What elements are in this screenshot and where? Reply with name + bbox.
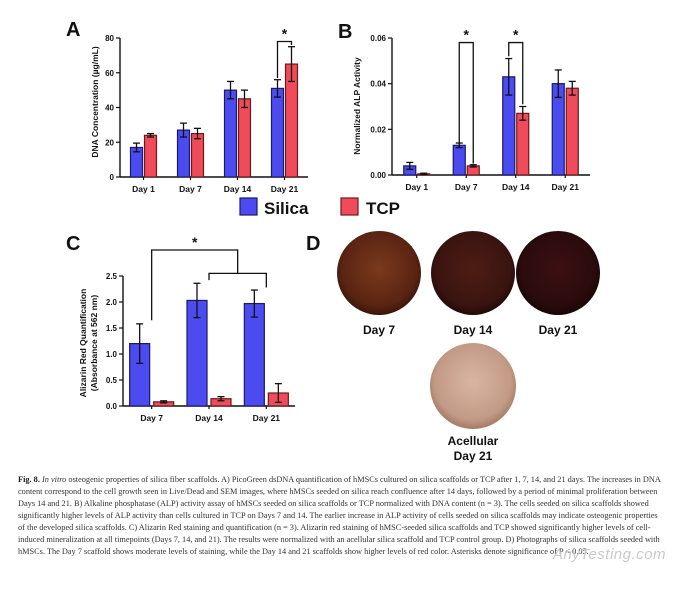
chart-a-bar-tcp (143, 134, 158, 178)
chart-b-bar-tcp (565, 87, 579, 176)
chart-b-xtick-label: Day 21 (552, 182, 580, 192)
caption-fig-label: Fig. 8. (18, 475, 40, 484)
chart-a-ytick-label: 0 (110, 173, 115, 182)
chart-b-significance-star: * (513, 27, 519, 43)
chart-b-significance-star: * (464, 27, 470, 43)
chart-a-xtick-label: Day 1 (132, 184, 155, 194)
panel-c-ylabel-line2: (Absorbance at 562 nm) (89, 295, 99, 392)
chart-b-ytick-label: 0.06 (370, 34, 386, 43)
chart-a-xtick-label: Day 21 (271, 184, 299, 194)
chart-c-ytick-label: 2.0 (106, 298, 118, 307)
chart-c: 0.0 0.5 1.0 1.5 2.0 2.5 Day 7 Day 14 Day 21 * (106, 234, 295, 423)
chart-b-significance-bracket (458, 41, 474, 164)
panel-a: A DNA Concentration (µg/mL) 0 20 40 60 80 Day… (66, 19, 308, 194)
chart-c-ytick-label: 2.5 (106, 272, 118, 281)
photo-label-acellular-line2: Day 21 (454, 449, 493, 463)
chart-c-significance-star: * (192, 234, 198, 250)
panel-a-ylabel: DNA Concentration (µg/mL) (90, 46, 100, 157)
figure-canvas: A DNA Concentration (µg/mL) 0 20 40 60 80 Day… (66, 19, 600, 463)
watermark-text: AnyTesting.com (552, 546, 666, 563)
chart-b-bar-silica (452, 144, 466, 176)
chart-c-ytick-label: 0.0 (106, 402, 118, 411)
chart-a-bar-tcp (190, 132, 205, 178)
chart-a-xtick-label: Day 7 (179, 184, 202, 194)
panel-b-letter: B (338, 21, 352, 43)
chart-c-ytick-label: 0.5 (106, 376, 118, 385)
chart-b-significance-bracket (508, 41, 524, 105)
legend-swatch-silica (239, 197, 258, 216)
panel-c: C Alizarin Red Quantification (Absorbanc… (66, 233, 295, 423)
chart-c-bar-silica (243, 302, 265, 407)
panel-a-letter: A (66, 19, 80, 41)
chart-c-xtick-label: Day 7 (140, 413, 163, 423)
chart-a-ytick-label: 40 (105, 104, 114, 113)
chart-a-bar-silica (223, 89, 238, 178)
photo-label-day-14: Day 14 (454, 323, 493, 337)
chart-a-ytick-label: 60 (105, 69, 114, 78)
chart-c-ytick-label: 1.0 (106, 350, 118, 359)
chart-b-ytick-label: 0.00 (370, 171, 386, 180)
chart-c-significance-bracket (151, 249, 239, 321)
chart-c-xtick-label: Day 21 (253, 413, 281, 423)
photo-label-acellular-line1: Acellular (448, 434, 499, 448)
chart-a: 0 20 40 60 80 Day 1 Day 7 Day 14 Day 21 * (105, 25, 308, 194)
photo-label-day-21: Day 21 (539, 323, 578, 337)
chart-b-xtick-label: Day 1 (405, 182, 428, 192)
legend: Silica TCP (239, 197, 400, 218)
panel-b: B Normalized ALP Activity 0.000.020.040.… (338, 21, 590, 192)
photo-day-7 (337, 231, 421, 315)
chart-a-significance-star: * (282, 25, 288, 41)
panel-d: D Day 7 Day 14 Day 21 Acellular Day 21 (306, 231, 600, 463)
legend-label-silica: Silica (264, 199, 309, 218)
photo-day-14 (431, 231, 515, 315)
caption-text: osteogenic properties of silica fiber sc… (18, 475, 661, 556)
photo-day-21 (516, 231, 600, 315)
photo-acellular-day-21 (430, 343, 516, 429)
chart-c-significance-bracket-inner (208, 272, 267, 288)
panel-c-letter: C (66, 233, 80, 255)
chart-b-ytick-label: 0.02 (370, 125, 386, 134)
chart-c-ytick-label: 1.5 (106, 324, 118, 333)
photo-label-day-7: Day 7 (363, 323, 395, 337)
chart-c-xtick-label: Day 14 (195, 413, 223, 423)
legend-label-tcp: TCP (366, 199, 400, 218)
chart-a-bar-silica (270, 87, 285, 178)
chart-b-ytick-label: 0.04 (370, 80, 386, 89)
chart-a-ytick-label: 20 (105, 138, 114, 147)
chart-b-xtick-label: Day 14 (502, 182, 530, 192)
figure-caption: Fig. 8. In vitro osteogenic properties o… (18, 474, 666, 558)
chart-b-bar-tcp (516, 112, 530, 176)
chart-a-ytick-label: 80 (105, 34, 114, 43)
chart-a-xtick-label: Day 14 (224, 184, 252, 194)
panel-c-ylabel-line1: Alizarin Red Quantification (78, 289, 88, 398)
panel-d-letter: D (306, 233, 320, 255)
chart-a-significance-bracket (276, 40, 293, 78)
chart-b: 0.00 0.02 0.04 0.06 Day 1 Day 7 Day 14 Day 21 * * (370, 27, 590, 192)
chart-b-xtick-label: Day 7 (455, 182, 478, 192)
chart-a-bar-tcp (237, 98, 252, 178)
legend-swatch-tcp (340, 197, 359, 216)
panel-b-ylabel: Normalized ALP Activity (352, 57, 362, 155)
caption-title-italic: In vitro (41, 475, 67, 484)
